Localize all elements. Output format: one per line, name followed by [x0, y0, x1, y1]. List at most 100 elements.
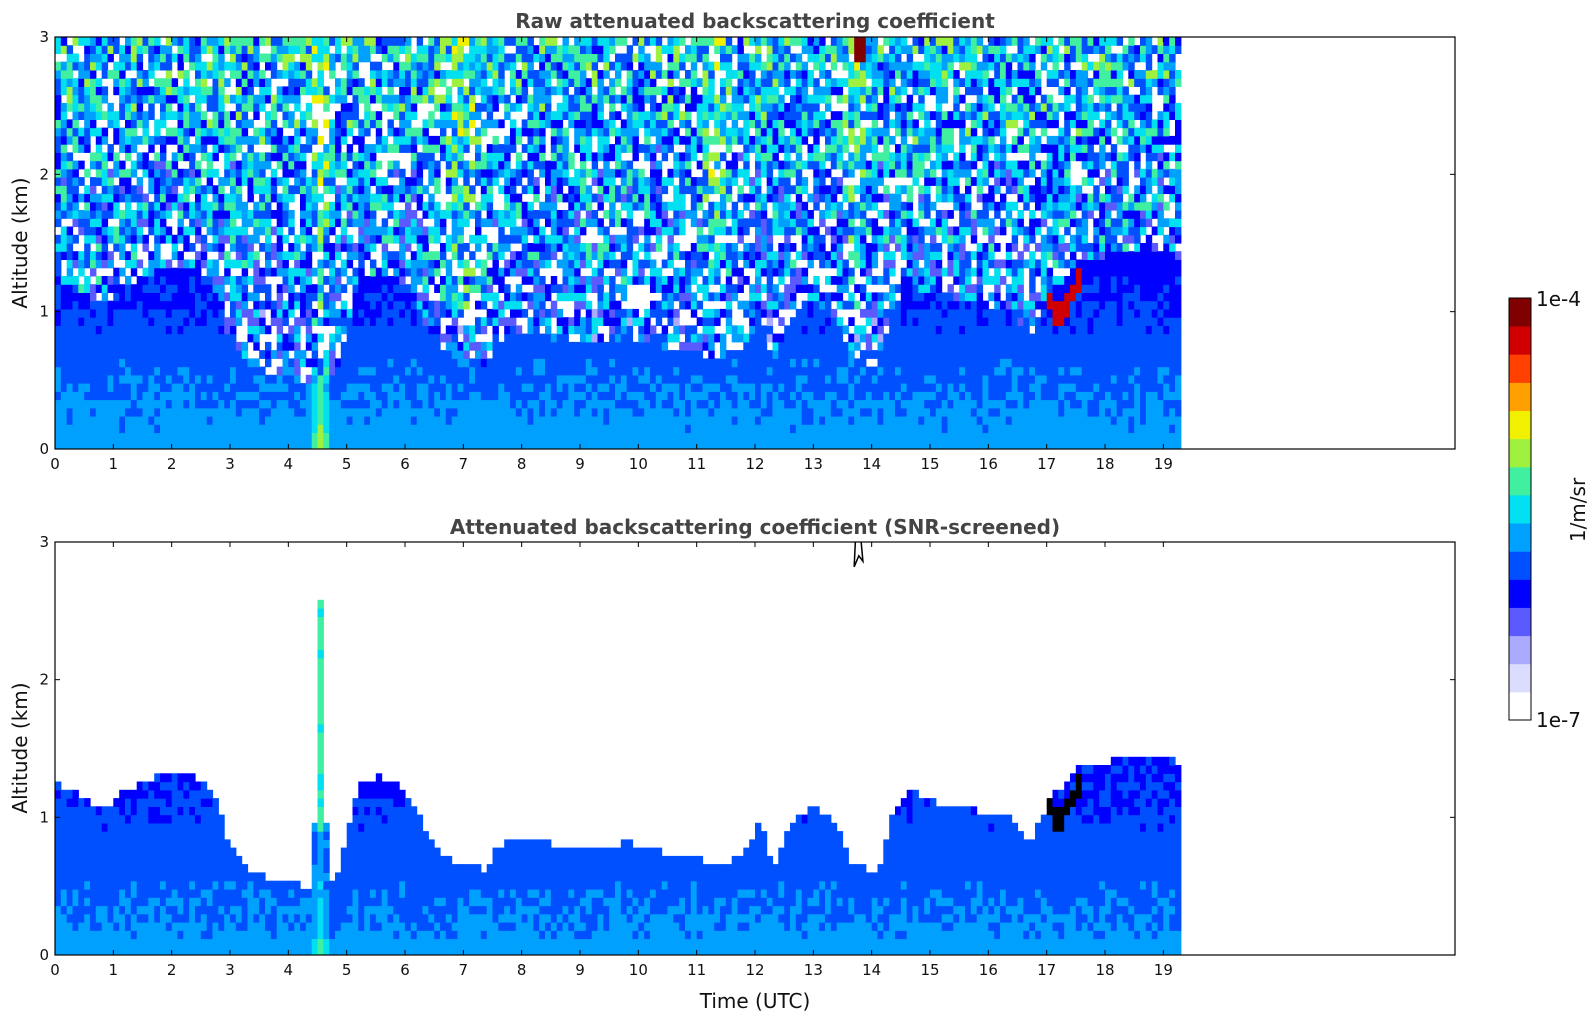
panel-raw-cell — [206, 61, 214, 71]
panel-raw-cell — [463, 284, 470, 293]
panel-raw-cell — [358, 341, 365, 351]
panel-raw-cell — [603, 119, 610, 129]
panel-raw-cell — [235, 86, 243, 96]
panel-raw-cell — [422, 144, 429, 153]
panel-raw-cell — [352, 86, 359, 96]
panel-raw-cell — [667, 350, 674, 359]
panel-raw-cell — [539, 135, 546, 145]
panel-raw-cell — [72, 440, 79, 449]
panel-raw-cell — [445, 70, 453, 79]
panel-raw-cell — [521, 168, 529, 178]
panel-raw-cell — [416, 259, 424, 269]
panel-raw-cell — [393, 53, 400, 63]
panel-raw-cell — [160, 102, 167, 112]
panel-raw-cell — [498, 160, 505, 170]
panel-raw-cell — [725, 102, 733, 112]
panel-raw-cell — [154, 317, 161, 326]
panel-raw-cell — [632, 234, 639, 244]
panel-raw-cell — [78, 440, 85, 449]
panel-raw-cell — [101, 86, 109, 96]
panel-raw-cell — [556, 45, 564, 54]
panel-raw-cell — [626, 399, 634, 409]
panel-raw-cell — [714, 399, 721, 409]
panel-raw-cell — [107, 366, 114, 376]
panel-raw-cell — [259, 300, 266, 310]
panel-raw-cell — [241, 78, 249, 87]
panel-raw-cell — [515, 284, 523, 293]
panel-raw-cell — [597, 333, 604, 343]
panel-raw-cell — [440, 391, 447, 401]
panel-raw-cell — [731, 127, 739, 137]
panel-raw-cell — [276, 193, 284, 203]
panel-raw-cell — [422, 416, 429, 425]
panel-raw-cell — [527, 407, 534, 417]
panel-raw-cell — [690, 424, 698, 434]
panel-raw-cell — [218, 144, 225, 153]
panel-raw-cell — [702, 177, 709, 186]
panel-raw-cell — [475, 102, 482, 112]
panel-raw-cell — [673, 53, 680, 63]
panel-raw-cell — [125, 201, 132, 211]
panel-raw-cell — [230, 424, 237, 434]
panel-raw-cell — [282, 119, 289, 129]
panel-raw-cell — [585, 350, 593, 359]
panel-raw-cell — [521, 333, 529, 343]
panel-raw-cell — [95, 399, 103, 409]
panel-raw-cell — [160, 185, 167, 195]
panel-raw-cell — [690, 94, 698, 104]
panel-raw-cell — [165, 102, 173, 112]
panel-raw-cell — [527, 45, 534, 54]
panel-raw-cell — [428, 300, 435, 310]
panel-raw-cell — [737, 193, 744, 203]
panel-raw-cell — [288, 308, 295, 318]
panel-raw-cell — [562, 350, 569, 359]
panel-raw-cell — [580, 94, 587, 104]
panel-raw-cell — [510, 267, 517, 277]
panel-raw-cell — [212, 308, 219, 318]
panel-raw-cell — [230, 193, 237, 203]
panel-raw-cell — [445, 185, 453, 195]
panel-raw-cell — [632, 135, 639, 145]
panel-raw-cell — [230, 135, 237, 145]
panel-raw-cell — [539, 234, 546, 244]
panel-raw-cell — [603, 407, 610, 417]
panel-raw-cell — [469, 45, 476, 54]
panel-raw-cell — [66, 366, 74, 376]
panel-raw-cell — [154, 53, 161, 63]
panel-raw-cell — [84, 284, 91, 293]
panel-raw-cell — [154, 234, 161, 244]
panel-raw-cell — [609, 416, 616, 425]
panel-raw-cell — [206, 86, 214, 96]
panel-raw-cell — [539, 37, 546, 46]
panel-raw-cell — [329, 416, 336, 425]
panel-raw-cell — [200, 341, 208, 351]
panel-raw-cell — [189, 358, 196, 368]
panel-raw-cell — [673, 424, 680, 434]
panel-raw-cell — [224, 432, 231, 442]
panel-raw-cell — [247, 135, 254, 145]
panel-raw-cell — [445, 111, 453, 120]
panel-raw-cell — [737, 168, 744, 178]
panel-raw-cell — [323, 416, 330, 425]
panel-raw-cell — [737, 300, 744, 310]
panel-raw-cell — [428, 152, 435, 162]
panel-raw-cell — [305, 391, 313, 401]
panel-raw-cell — [661, 102, 669, 112]
panel-raw-cell — [486, 251, 494, 260]
panel-raw-cell — [422, 119, 429, 129]
panel-raw-cell — [119, 284, 126, 293]
panel-raw-cell — [241, 383, 249, 392]
panel-raw-cell — [55, 45, 62, 54]
panel-raw-cell — [504, 185, 511, 195]
panel-raw-cell — [370, 276, 377, 285]
panel-raw-cell — [480, 440, 488, 449]
panel-raw-cell — [218, 94, 225, 104]
panel-raw-cell — [510, 333, 517, 343]
panel-raw-cell — [370, 424, 377, 434]
panel-raw-cell — [504, 432, 511, 442]
panel-raw-cell — [177, 407, 184, 417]
panel-raw-cell — [585, 243, 593, 252]
panel-raw-cell — [130, 251, 138, 260]
panel-raw-cell — [457, 185, 464, 195]
panel-raw-cell — [591, 243, 599, 252]
